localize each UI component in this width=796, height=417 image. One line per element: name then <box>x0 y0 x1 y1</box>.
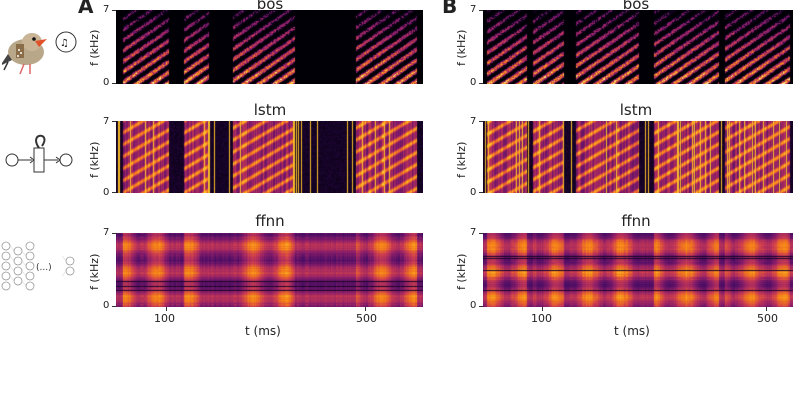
spectrogram-b-lstm <box>483 121 793 193</box>
ytick-a-lstm-bottom: 0 <box>103 187 110 198</box>
title-a-ffnn: ffnn <box>255 212 285 230</box>
title-b-lstm: lstm <box>619 101 653 119</box>
ytick-a-bos-top: 7 <box>103 4 110 15</box>
spectrogram-b-bos <box>483 10 793 84</box>
ytickmark <box>112 10 116 11</box>
ytickmark <box>479 121 483 122</box>
ylabel-b-lstm: f (kHz) <box>455 141 468 178</box>
ytickmark <box>479 83 483 84</box>
spectrogram-a-ffnn <box>116 233 423 307</box>
xtickmark-a-100 <box>166 307 167 311</box>
ytick-b-bos-bottom: 0 <box>470 77 477 88</box>
ytick-a-lstm-top: 7 <box>103 116 110 127</box>
xtick-b-100: 100 <box>531 312 552 325</box>
ytickmark <box>112 83 116 84</box>
spectrogram-a-bos <box>116 10 423 84</box>
ylabel-a-lstm: f (kHz) <box>88 141 101 178</box>
ytick-b-bos-top: 7 <box>470 4 477 15</box>
ylabel-a-bos: f (kHz) <box>88 29 101 66</box>
lstm-diagram-icon <box>5 134 73 173</box>
ytickmark <box>479 192 483 193</box>
ytickmark <box>479 306 483 307</box>
ytickmark <box>112 233 116 234</box>
xlabel-a: t (ms) <box>245 324 281 338</box>
ytick-a-ffnn-top: 7 <box>103 227 110 238</box>
ytickmark <box>112 306 116 307</box>
xtick-b-500: 500 <box>757 312 778 325</box>
ylabel-a-ffnn: f (kHz) <box>88 253 101 290</box>
spectrogram-b-ffnn <box>483 233 793 307</box>
title-a-lstm: lstm <box>253 101 287 119</box>
ytickmark <box>112 192 116 193</box>
xtick-a-500: 500 <box>356 312 377 325</box>
xtick-a-100: 100 <box>154 312 175 325</box>
ytick-b-lstm-bottom: 0 <box>470 187 477 198</box>
title-b-bos: bos <box>622 0 650 13</box>
ylabel-b-bos: f (kHz) <box>455 29 468 66</box>
svg-text:♫: ♫ <box>60 38 69 49</box>
ytick-a-bos-bottom: 0 <box>103 77 110 88</box>
ffnn-ellipsis-label: (...) <box>36 263 52 273</box>
xtickmark-b-500 <box>766 307 767 311</box>
spectrogram-a-lstm <box>116 121 423 193</box>
xtickmark-b-100 <box>542 307 543 311</box>
title-b-ffnn: ffnn <box>621 212 651 230</box>
ylabel-b-ffnn: f (kHz) <box>455 253 468 290</box>
zebra-finch-icon: ♫ <box>2 31 77 75</box>
panel-letter-a: A <box>78 0 94 18</box>
panel-letter-b: B <box>442 0 458 18</box>
ytick-b-ffnn-bottom: 0 <box>470 300 477 311</box>
ytick-a-ffnn-bottom: 0 <box>103 300 110 311</box>
ytickmark <box>112 121 116 122</box>
xlabel-b: t (ms) <box>614 324 650 338</box>
ffnn-diagram-icon: (...) <box>1 241 75 291</box>
ytickmark <box>479 10 483 11</box>
ytick-b-ffnn-top: 7 <box>470 227 477 238</box>
ytickmark <box>479 233 483 234</box>
ytick-b-lstm-top: 7 <box>470 116 477 127</box>
title-a-bos: bos <box>256 0 284 13</box>
xtickmark-a-500 <box>365 307 366 311</box>
